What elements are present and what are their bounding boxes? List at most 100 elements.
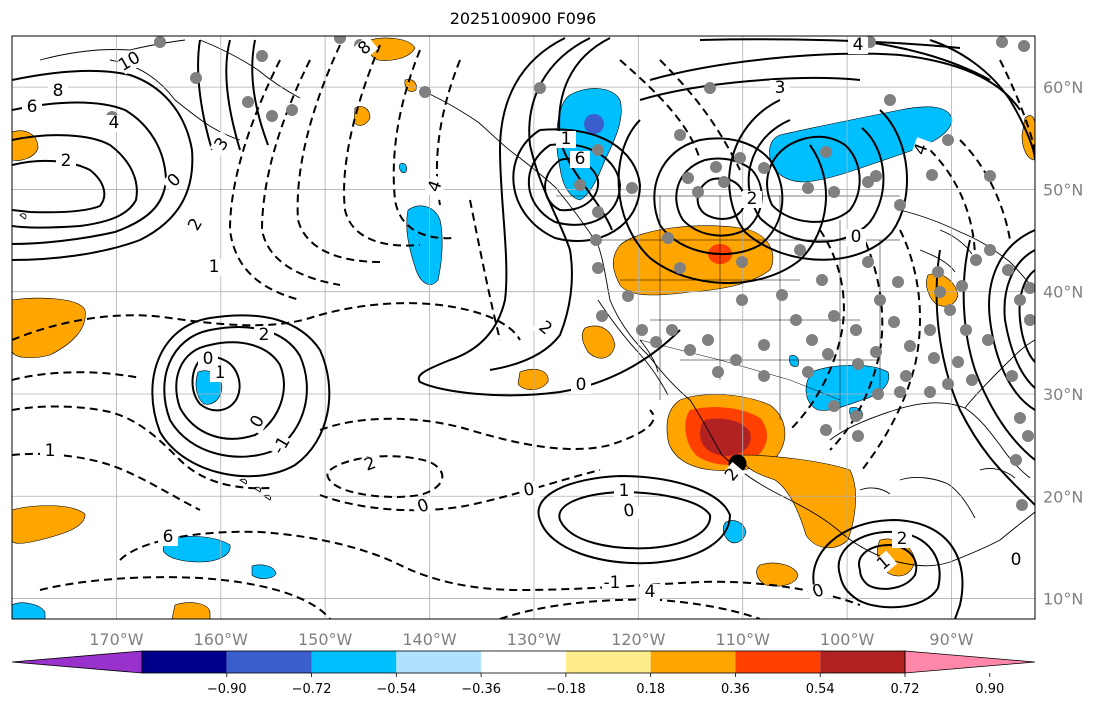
station-dot xyxy=(334,36,346,44)
station-dot xyxy=(888,316,900,328)
colorbar-tick-labels: −0.90 −0.72 −0.54 −0.36 −0.18 0.18 0.36 0.54 0.7… xyxy=(207,673,1004,697)
station-dot xyxy=(934,286,946,298)
contour-label-bg xyxy=(614,483,634,500)
contour-label-bg xyxy=(56,153,76,170)
station-dot xyxy=(190,72,202,84)
station-dot xyxy=(850,410,862,422)
station-dot xyxy=(870,170,882,182)
colorbar-tick-label: 0.54 xyxy=(806,682,835,697)
contour-label-bg xyxy=(640,584,660,601)
station-dot xyxy=(942,378,954,390)
contour-label: 0 xyxy=(522,479,536,501)
station-dot xyxy=(960,324,972,336)
station-dot xyxy=(592,262,604,274)
station-dot xyxy=(718,176,730,188)
contour-label: 0 xyxy=(576,375,587,395)
station-dot xyxy=(674,129,686,141)
colorbar-segment xyxy=(396,651,482,673)
colorbar-tick-label: −0.36 xyxy=(461,682,501,697)
colorbar-max-extend xyxy=(904,650,1036,674)
station-dot xyxy=(596,310,608,322)
state-borders xyxy=(556,195,900,430)
colorbar-tick-label: −0.54 xyxy=(376,682,416,697)
colorbar-tick-label: −0.90 xyxy=(207,682,247,697)
station-dot xyxy=(734,152,746,164)
station-dot xyxy=(636,324,648,336)
contour-label-bg xyxy=(806,580,831,604)
station-dot xyxy=(650,336,662,348)
station-dot xyxy=(702,334,714,346)
lat-tick-label: 30°N xyxy=(1043,385,1083,404)
station-dot xyxy=(984,244,996,256)
station-dot xyxy=(900,370,912,382)
contour-label-bg xyxy=(570,151,590,168)
station-dot xyxy=(904,340,916,352)
station-dot xyxy=(776,289,788,301)
lat-tick-label: 60°N xyxy=(1043,78,1083,97)
station-dot xyxy=(828,186,840,198)
contour-label: 2 xyxy=(747,189,758,209)
station-dot xyxy=(932,266,944,278)
contour-label: 4 xyxy=(853,35,864,55)
shaded-anomaly-fields xyxy=(12,37,1035,619)
contour-label-bg xyxy=(846,229,866,246)
station-dot xyxy=(802,182,814,194)
colorbar-tick-label: −0.18 xyxy=(546,682,586,697)
station-dot xyxy=(928,352,940,364)
station-dots xyxy=(106,36,1035,511)
station-dot xyxy=(892,276,904,288)
station-dot xyxy=(736,256,748,268)
station-dot xyxy=(692,186,704,198)
station-dot xyxy=(966,374,978,386)
station-dot xyxy=(154,36,166,48)
contour-label: 8 xyxy=(53,81,64,101)
station-dot xyxy=(970,254,982,266)
station-dot xyxy=(1014,412,1026,424)
station-dot xyxy=(710,161,722,173)
latitude-labels: 60°N 50°N 40°N 30°N 20°N 10°N xyxy=(1043,78,1083,608)
station-dot xyxy=(820,424,832,436)
lon-tick-label: 120°W xyxy=(611,630,666,649)
contour-label-bg xyxy=(40,443,60,460)
contour-label: 2 xyxy=(61,151,72,171)
lon-tick-label: 170°W xyxy=(89,630,144,649)
colorbar-outline xyxy=(141,650,906,674)
contour-label-bg xyxy=(571,377,591,394)
station-dot xyxy=(590,234,602,246)
contour-label: 1 xyxy=(45,441,56,461)
station-dot xyxy=(592,206,604,218)
station-dot xyxy=(1016,499,1028,511)
contour-label: 2 xyxy=(897,529,908,549)
contour-label: 0 xyxy=(203,349,214,369)
station-dot xyxy=(534,82,546,94)
station-dot xyxy=(712,366,724,378)
station-dot xyxy=(1014,294,1026,306)
contour-label-bg xyxy=(116,49,143,75)
contour-label: 1 xyxy=(209,257,220,277)
station-dot xyxy=(894,386,906,398)
station-dot xyxy=(884,94,896,106)
station-dot xyxy=(758,162,770,174)
contour-label-bg xyxy=(848,37,868,54)
map-frame-border xyxy=(11,35,1036,620)
contour-label-bg xyxy=(870,550,898,577)
lat-tick-label: 10°N xyxy=(1043,590,1083,609)
station-dot xyxy=(926,169,938,181)
contour-label: -1 xyxy=(604,573,621,593)
station-dot xyxy=(758,370,770,382)
contour-label-bg xyxy=(617,501,641,522)
station-dot xyxy=(1022,430,1034,442)
station-dot xyxy=(982,334,994,346)
contour-label: 6 xyxy=(163,527,174,547)
contour-label-bg xyxy=(1006,552,1026,569)
colorbar-segment xyxy=(820,651,905,673)
contour-label-bg xyxy=(602,575,622,592)
lon-tick-label: 100°W xyxy=(820,630,875,649)
station-dot xyxy=(852,430,864,442)
contour-label-bg xyxy=(892,531,912,548)
contour-label-bg xyxy=(411,495,436,519)
station-dot xyxy=(924,386,936,398)
station-dot xyxy=(266,110,278,122)
station-dot xyxy=(622,290,634,302)
